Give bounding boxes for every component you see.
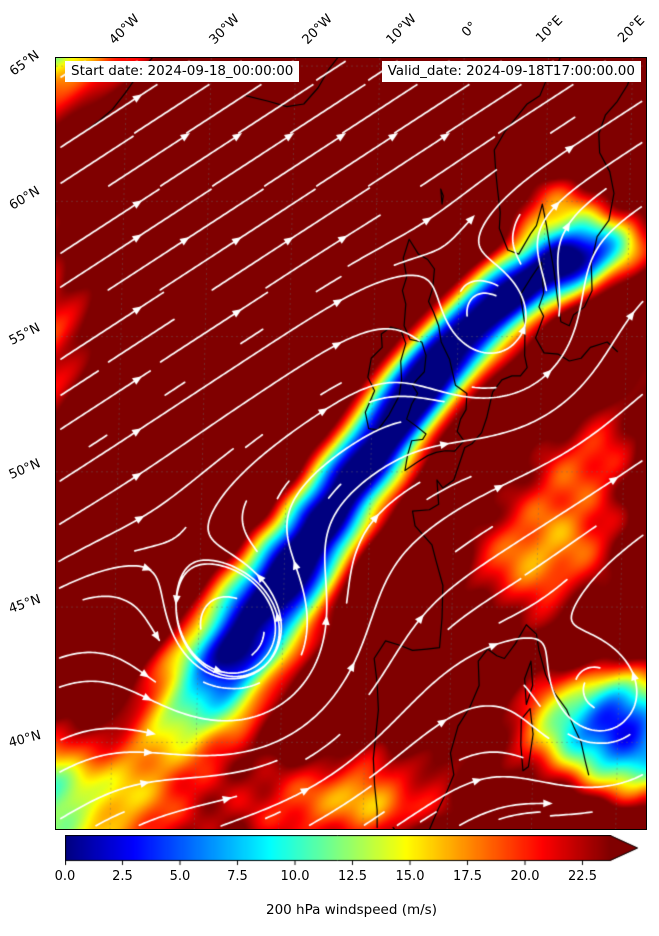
colorbar-tick-label: 10.0 <box>280 869 310 884</box>
colorbar-tick-label: 7.5 <box>227 869 248 884</box>
left-tick-label: 65°N <box>7 48 43 80</box>
colorbar-tick-label: 15.0 <box>395 869 425 884</box>
colorbar-tick-label: 0.0 <box>54 869 76 884</box>
colorbar-label: 200 hPa windspeed (m/s) <box>266 902 437 918</box>
colorbar-tick-label: 20.0 <box>510 869 540 884</box>
top-tick-label: 30°W <box>206 11 243 48</box>
colorbar-tick-label: 2.5 <box>112 869 133 884</box>
top-tick-label: 20°W <box>299 11 336 48</box>
top-tick-label: 10°W <box>383 11 420 48</box>
colorbar-tick-label: 12.5 <box>338 869 367 884</box>
colorbar <box>65 835 640 866</box>
colorbar-tick-label: 5.0 <box>169 869 191 884</box>
top-tick-label: 20°E <box>615 13 648 47</box>
top-tick-label: 40°W <box>106 11 143 48</box>
start-date-label: Start date: 2024-09-18_00:00:00 <box>65 61 300 82</box>
left-tick-label: 50°N <box>6 456 43 483</box>
left-tick-label: 45°N <box>6 592 43 618</box>
left-tick-label: 40°N <box>7 728 43 752</box>
colorbar-tick-label: 17.5 <box>453 869 482 884</box>
colorbar-tick-label: 22.5 <box>568 869 597 884</box>
map-plot-area: Start date: 2024-09-18_00:00:00 Valid_da… <box>55 57 647 830</box>
top-tick-label: 10°E <box>533 13 566 47</box>
left-tick-label: 60°N <box>6 184 43 214</box>
top-tick-label: 0° <box>459 19 481 41</box>
windspeed-map-canvas <box>56 58 646 829</box>
valid-date-label: Valid_date: 2024-09-18T17:00:00.00 <box>381 61 641 82</box>
left-tick-label: 55°N <box>6 320 43 349</box>
